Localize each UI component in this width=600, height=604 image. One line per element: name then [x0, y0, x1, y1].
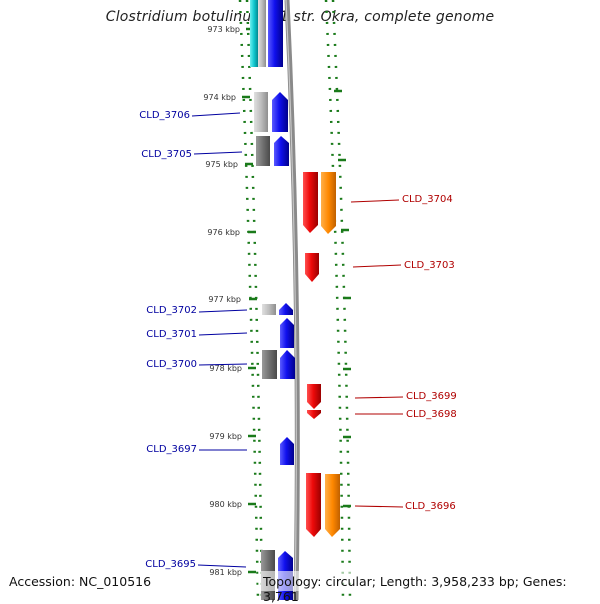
gene-CLD_3704[interactable]: CLD_3704: [303, 172, 453, 234]
gene-block-lightgray: [262, 304, 276, 315]
gene-label[interactable]: CLD_3706: [139, 110, 190, 121]
gene-block-blue: [268, 0, 283, 67]
gene-arrow-reverse: [303, 172, 318, 233]
gene-CLD_3697[interactable]: CLD_3697: [146, 437, 294, 465]
gene-label[interactable]: CLD_3696: [405, 501, 456, 512]
tick-973: 973 kbp: [207, 25, 254, 34]
gene-leader-line: [198, 363, 248, 366]
genome-title: Clostridium botulinum B1 str. Okra, comp…: [105, 9, 495, 25]
gene-leader-line: [191, 112, 241, 117]
tick-label: 979 kbp: [209, 432, 242, 441]
tick-974: 974 kbp: [203, 93, 250, 102]
tick-976: 976 kbp: [207, 228, 256, 237]
gene-arrow-reverse: [307, 410, 321, 419]
gene-arrow-forward: [280, 318, 294, 348]
accession-text: Accession: NC_010516: [9, 574, 152, 589]
gene-CLD_3706[interactable]: CLD_3706: [139, 92, 288, 132]
tick-label: 980 kbp: [209, 500, 242, 509]
tick-978: 978 kbp: [209, 364, 256, 373]
gene-block-lightgray: [254, 92, 268, 132]
gene-arrow-reverse-orange: [325, 474, 340, 537]
gene-CLD_3703[interactable]: CLD_3703: [305, 253, 455, 282]
gene-arrow-forward: [279, 303, 293, 315]
gene-CLD_3699[interactable]: CLD_3699: [307, 384, 457, 409]
gene-label[interactable]: CLD_3697: [146, 444, 197, 455]
tick-975: 975 kbp: [205, 160, 253, 169]
tick-label: 981 kbp: [209, 568, 242, 577]
gene-arrow-forward: [280, 437, 294, 465]
gene-CLD_3701[interactable]: CLD_3701: [146, 318, 294, 348]
genome-backbone-highlight: [285, 0, 297, 600]
tick-label: 974 kbp: [203, 93, 236, 102]
gene-leader-line: [197, 564, 247, 568]
gene-arrow-reverse-orange: [321, 172, 336, 234]
gene-label[interactable]: CLD_3701: [146, 329, 197, 340]
gene-block-lightgray: [258, 0, 266, 67]
gene-leader-line: [193, 151, 243, 155]
gene-CLD_3705[interactable]: CLD_3705: [141, 136, 289, 166]
gene-leader-line: [350, 199, 400, 203]
gene-label[interactable]: CLD_3702: [146, 305, 197, 316]
footer-backdrop: [258, 571, 598, 591]
gene-block-gray: [256, 136, 270, 166]
gene-arrow-reverse: [307, 384, 321, 409]
tick-label: 973 kbp: [207, 25, 240, 34]
tick-label: 978 kbp: [209, 364, 242, 373]
gene-arrow-forward: [272, 92, 288, 132]
gene-arrow-forward: [280, 350, 295, 379]
gene-block-cyan: [250, 0, 258, 67]
gene-label[interactable]: CLD_3698: [406, 409, 457, 420]
gene-top-partial[interactable]: [250, 0, 283, 67]
tick-980: 980 kbp: [209, 500, 256, 509]
gene-label[interactable]: CLD_3703: [404, 260, 455, 271]
gene-label[interactable]: CLD_3699: [406, 391, 457, 402]
gene-arrow-reverse: [306, 473, 321, 537]
tick-label: 977 kbp: [208, 295, 241, 304]
gene-leader-line: [354, 396, 404, 399]
gene-arrow-forward: [274, 136, 289, 166]
tick-977: 977 kbp: [208, 295, 257, 304]
gene-label[interactable]: CLD_3700: [146, 359, 197, 370]
tick-981: 981 kbp: [209, 568, 256, 577]
ticks-layer: 973 kbp 974 kbp 975 kbp 976 kbp 977 kbp …: [203, 25, 351, 577]
gene-CLD_3696[interactable]: CLD_3696: [306, 473, 456, 537]
genome-backbone: [284, 0, 300, 600]
gene-label[interactable]: CLD_3695: [145, 559, 196, 570]
tick-label: 976 kbp: [207, 228, 240, 237]
tick-979: 979 kbp: [209, 432, 256, 441]
gene-leader-line: [198, 332, 248, 336]
gene-label[interactable]: CLD_3705: [141, 149, 192, 160]
gene-CLD_3700[interactable]: CLD_3700: [146, 350, 295, 379]
gene-CLD_3702[interactable]: CLD_3702: [146, 303, 293, 316]
gene-leader-line: [354, 505, 404, 508]
tick-label: 975 kbp: [205, 160, 238, 169]
gene-CLD_3698[interactable]: CLD_3698: [307, 409, 457, 420]
gene-block-gray: [262, 350, 277, 379]
gene-label[interactable]: CLD_3704: [402, 194, 453, 205]
gene-leader-line: [352, 264, 402, 268]
gene-leader-line: [198, 309, 248, 313]
gene-arrow-reverse: [305, 253, 319, 282]
